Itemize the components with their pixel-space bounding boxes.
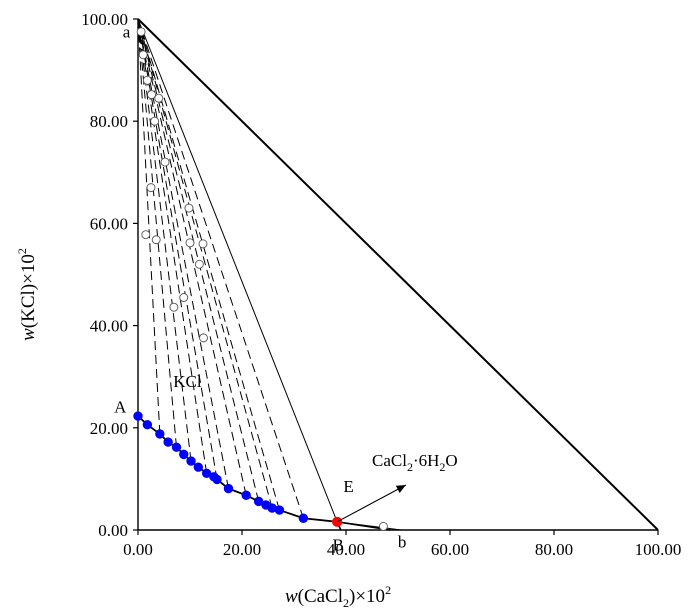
wet-residue-point — [151, 235, 161, 245]
tie-line-dashed — [137, 18, 218, 480]
arrow-shaft — [336, 484, 407, 523]
solid-tie-lines — [137, 18, 402, 531]
wet-residue-point — [378, 521, 388, 531]
wet-residue-point — [136, 27, 146, 37]
wet-residue-point — [194, 259, 204, 269]
wet-residue-point — [184, 203, 194, 213]
arrow-label-cacl2-6h2o: CaCl2·6H2O — [372, 451, 458, 474]
point-label: B — [333, 535, 344, 554]
solubility-point — [193, 462, 204, 472]
y-tick-label: 0.00 — [98, 521, 128, 540]
x-tick-label: 60.00 — [431, 540, 469, 559]
x-tick-label: 20.00 — [223, 540, 261, 559]
x-tick-label: 0.00 — [123, 540, 153, 559]
y-tick-label: 20.00 — [90, 419, 128, 438]
y-axis-title: w(KCl)×102 — [15, 248, 39, 341]
solubility-point — [212, 474, 222, 485]
wet-residue-point — [199, 333, 208, 343]
wet-residue-point — [179, 293, 189, 302]
tie-line-dashed — [137, 18, 177, 448]
x-tick-label: 40.00 — [327, 540, 365, 559]
x-axis-title: w(CaCl2)×102 — [285, 583, 391, 610]
x-axis-ticks: 0.00 20.00 40.00 60.00 80.00 100.00 — [123, 530, 681, 559]
tie-line-dashed — [137, 18, 304, 519]
point-label: b — [398, 532, 407, 551]
solubility-point — [186, 456, 196, 466]
solubility-point — [133, 411, 143, 421]
wet-residue-point — [141, 230, 151, 240]
wet-residue-point — [146, 183, 156, 193]
y-tick-label: 80.00 — [90, 112, 128, 131]
arrow-head — [395, 485, 406, 493]
solubility-curves — [137, 415, 391, 531]
solubility-point — [274, 505, 285, 515]
wet-residue-point — [150, 116, 160, 126]
point-label: a — [123, 22, 131, 41]
point-label: E — [343, 477, 353, 496]
wet-residue-point — [154, 93, 164, 103]
wet-residue-point — [169, 302, 179, 312]
solubility-point — [241, 490, 251, 500]
wet-residue-point — [185, 238, 195, 248]
y-tick-label: 40.00 — [90, 317, 128, 336]
wet-residue-point — [198, 239, 208, 249]
wet-residue-point — [147, 90, 156, 100]
solubility-point — [253, 496, 264, 507]
wet-residue-point — [142, 75, 152, 85]
solubility-curve-AE — [137, 415, 338, 523]
triangle-hypotenuse — [137, 18, 659, 531]
wet-residue-point — [160, 157, 170, 167]
solubility-point — [155, 429, 165, 439]
tie-line-dashed — [137, 18, 229, 489]
solubility-point — [142, 420, 153, 430]
tie-line-solid — [137, 18, 338, 523]
y-axis-ticks: 0.00 20.00 40.00 60.00 80.00 100.00 — [81, 10, 138, 540]
phase-arrow — [336, 484, 407, 523]
solubility-point — [201, 468, 212, 478]
solubility-point — [171, 442, 182, 452]
y-tick-label: 100.00 — [81, 10, 128, 29]
tie-line-dashed — [137, 18, 247, 496]
solubility-point — [298, 513, 309, 523]
solubility-points — [133, 411, 343, 527]
solubility-point — [223, 483, 234, 494]
solubility-point — [179, 449, 189, 460]
y-tick-label: 60.00 — [90, 214, 128, 233]
wet-residue-points — [136, 27, 388, 531]
x-tick-label: 100.00 — [635, 540, 682, 559]
triangle-sides — [137, 18, 659, 531]
point-labels: a A KCl E B b — [114, 22, 406, 554]
tie-line-dashed — [137, 18, 192, 462]
x-tick-label: 80.00 — [535, 540, 573, 559]
point-label: A — [114, 397, 127, 416]
point-label: KCl — [173, 372, 202, 391]
solubility-point — [163, 437, 173, 447]
wet-residue-point — [138, 50, 148, 60]
dashed-tie-lines — [137, 18, 304, 519]
